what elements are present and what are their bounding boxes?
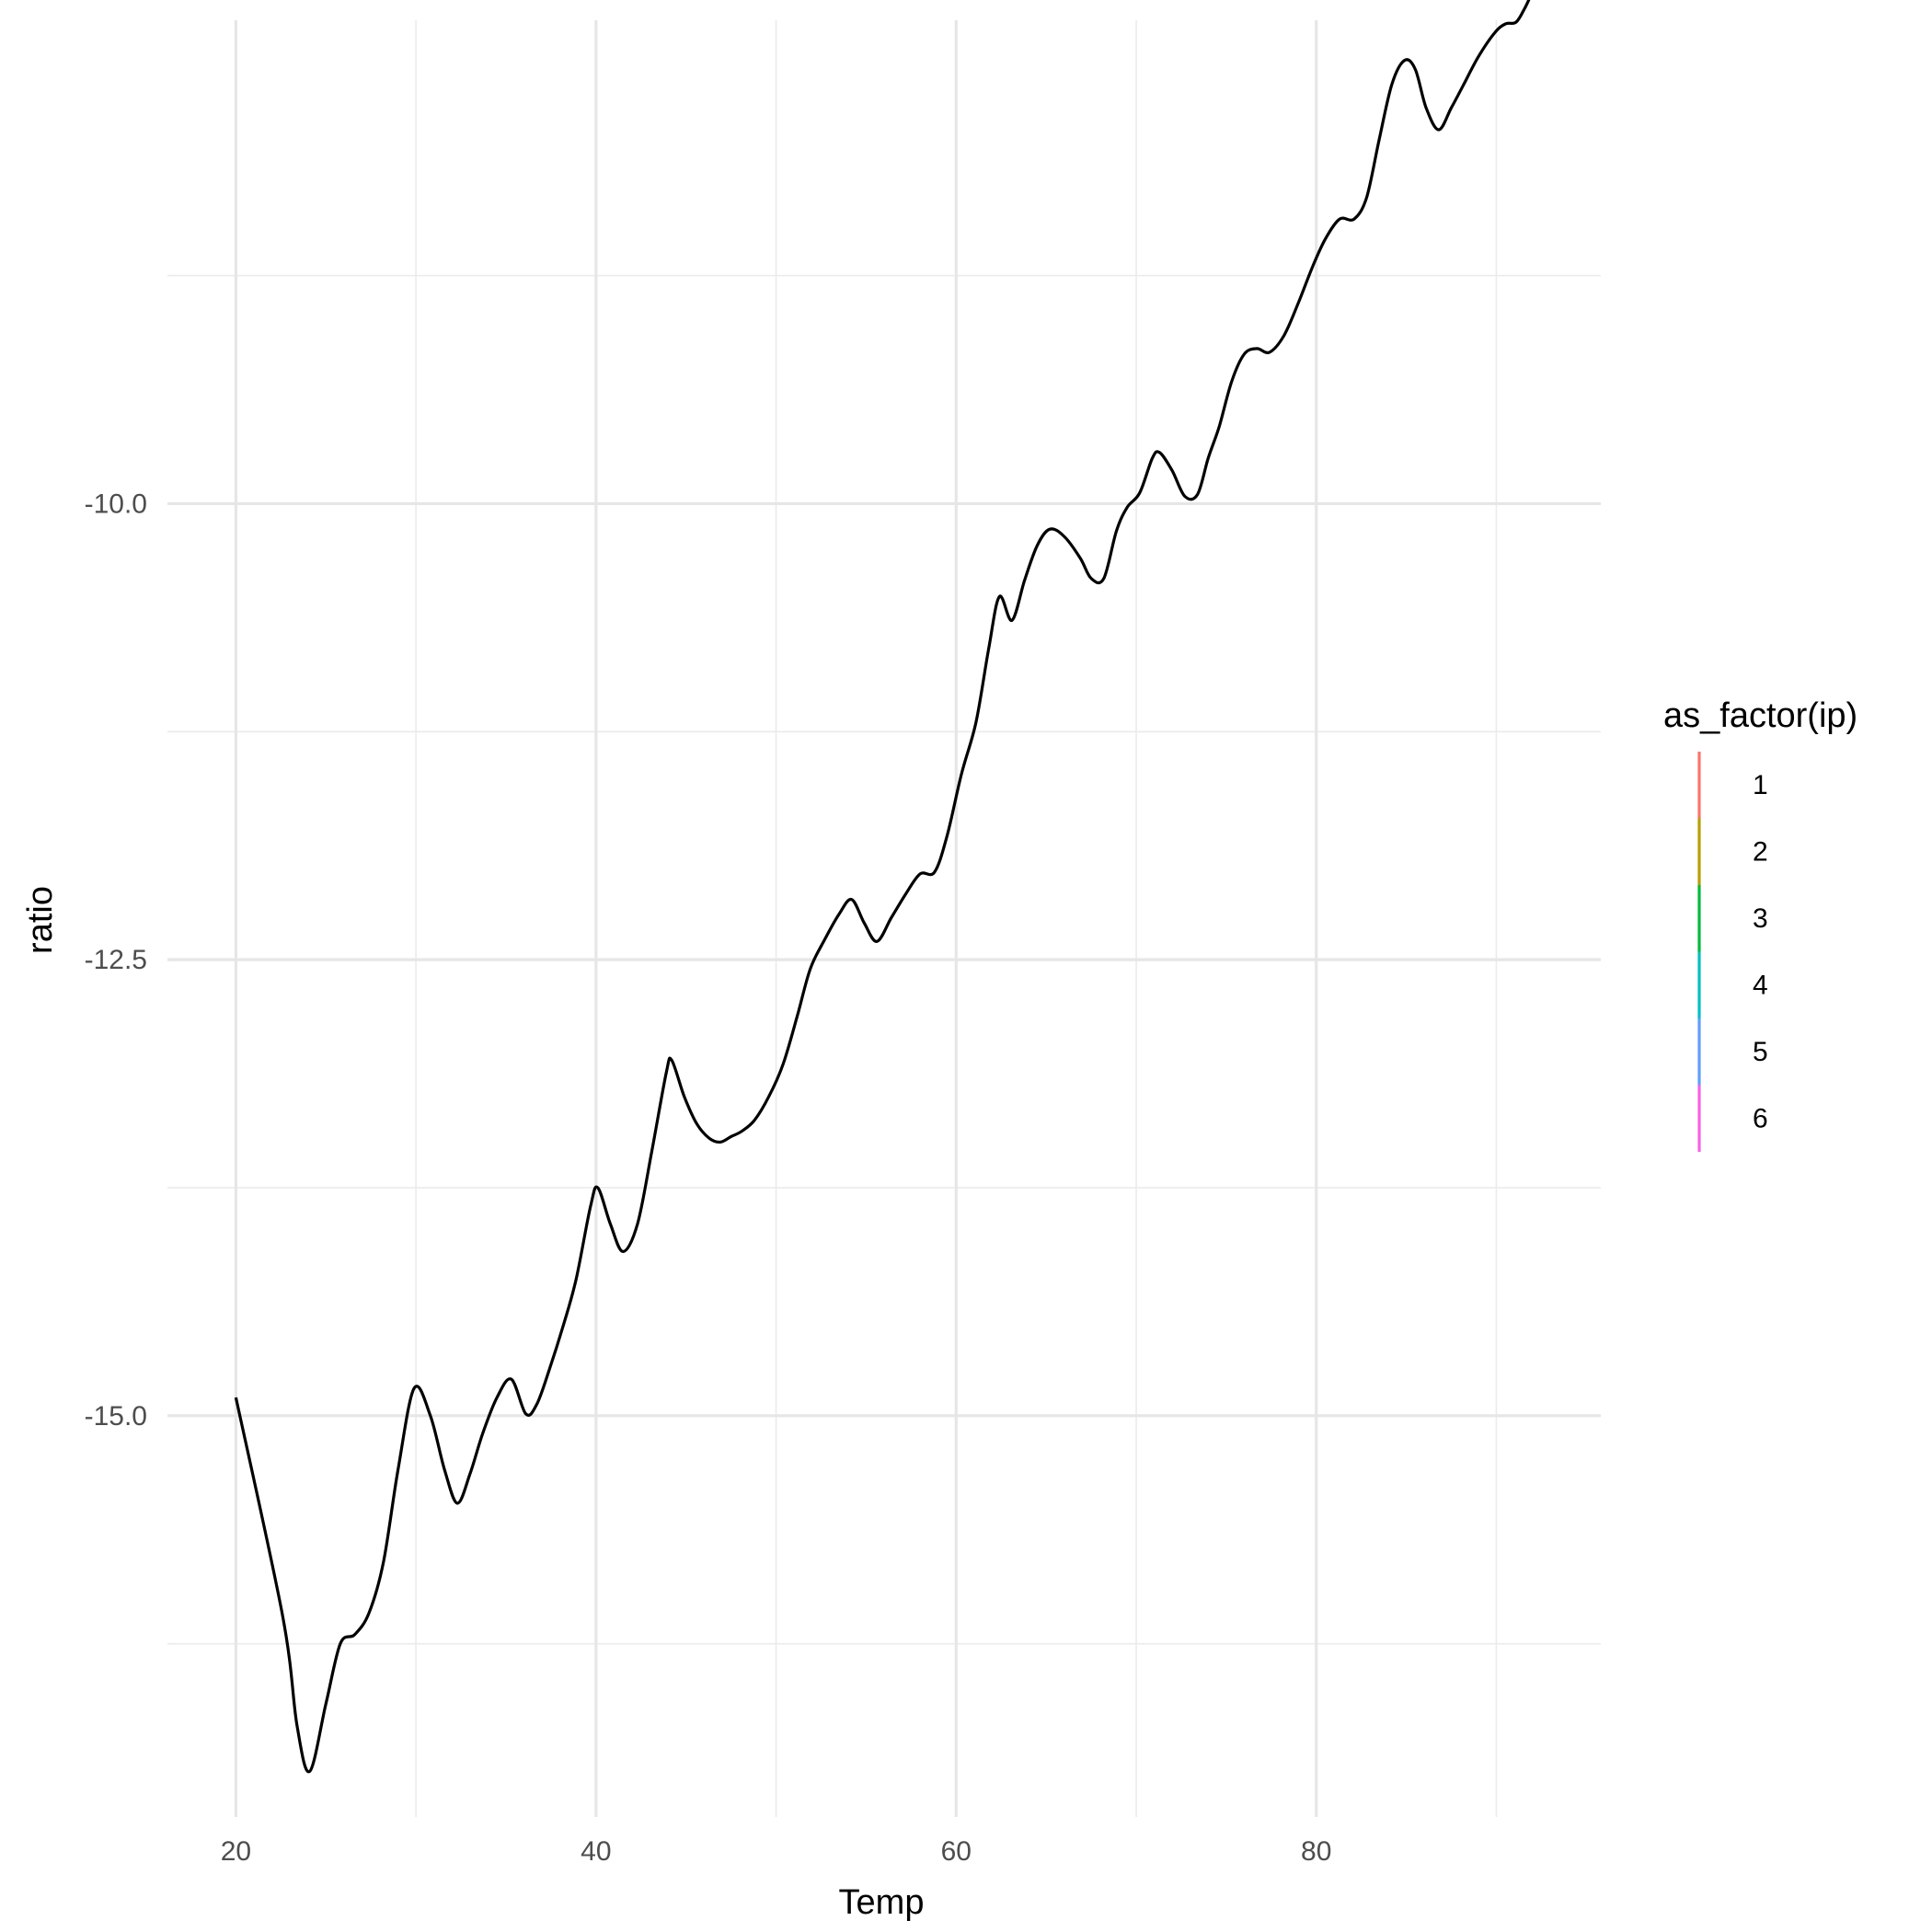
y-tick-labels: -15.0 -12.5 -10.0 [85,489,147,1431]
y-tick-label: -12.5 [85,945,147,975]
y-tick-label: -15.0 [85,1401,147,1432]
x-tick-labels: 20 40 60 80 [221,1836,1332,1867]
major-vertical-gridlines [234,20,1318,1817]
x-tick-label: 40 [581,1836,611,1867]
legend-title: as_factor(ip) [1663,696,1857,735]
legend-key-label: 1 [1753,770,1768,800]
legend-key-label: 3 [1753,903,1768,934]
legend-key-label: 5 [1753,1037,1768,1067]
legend-keys: 1 2 3 4 5 6 [1697,752,1768,1152]
legend-key-label: 2 [1753,837,1768,868]
series-layer [234,0,1531,1774]
x-tick-label: 20 [221,1836,251,1867]
x-axis-title: Temp [839,1883,925,1922]
minor-horizontal-gridlines [167,274,1601,1645]
legend: as_factor(ip) 1 2 3 4 5 6 [1663,696,1857,1152]
major-horizontal-gridlines [167,501,1601,1418]
legend-key-label: 6 [1753,1104,1768,1134]
legend-key-label: 4 [1753,971,1768,1001]
y-axis-title: ratio [21,886,60,954]
series-line [234,0,1531,1774]
x-tick-label: 60 [941,1836,972,1867]
minor-vertical-gridlines [415,20,1498,1817]
y-tick-label: -10.0 [85,489,147,519]
x-tick-label: 80 [1301,1836,1331,1867]
